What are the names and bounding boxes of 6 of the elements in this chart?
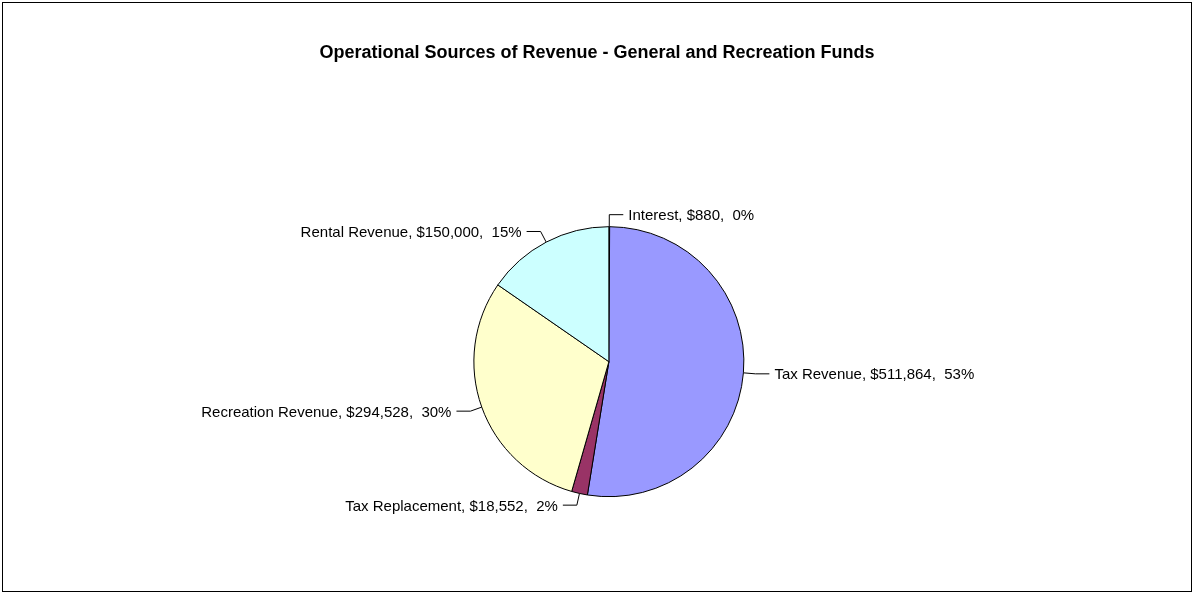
chart-title: Operational Sources of Revenue - General and Recreation Funds — [319, 42, 875, 62]
slice-label: Recreation Revenue, $294,528, 30% — [201, 402, 452, 420]
slice-label: Rental Revenue, $150,000, 15% — [300, 222, 522, 240]
slice-label: Tax Revenue, $511,864, 53% — [774, 365, 975, 383]
slice-label: Interest, $880, 0% — [628, 206, 755, 224]
slice-label: Tax Replacement, $18,552, 2% — [345, 496, 558, 514]
